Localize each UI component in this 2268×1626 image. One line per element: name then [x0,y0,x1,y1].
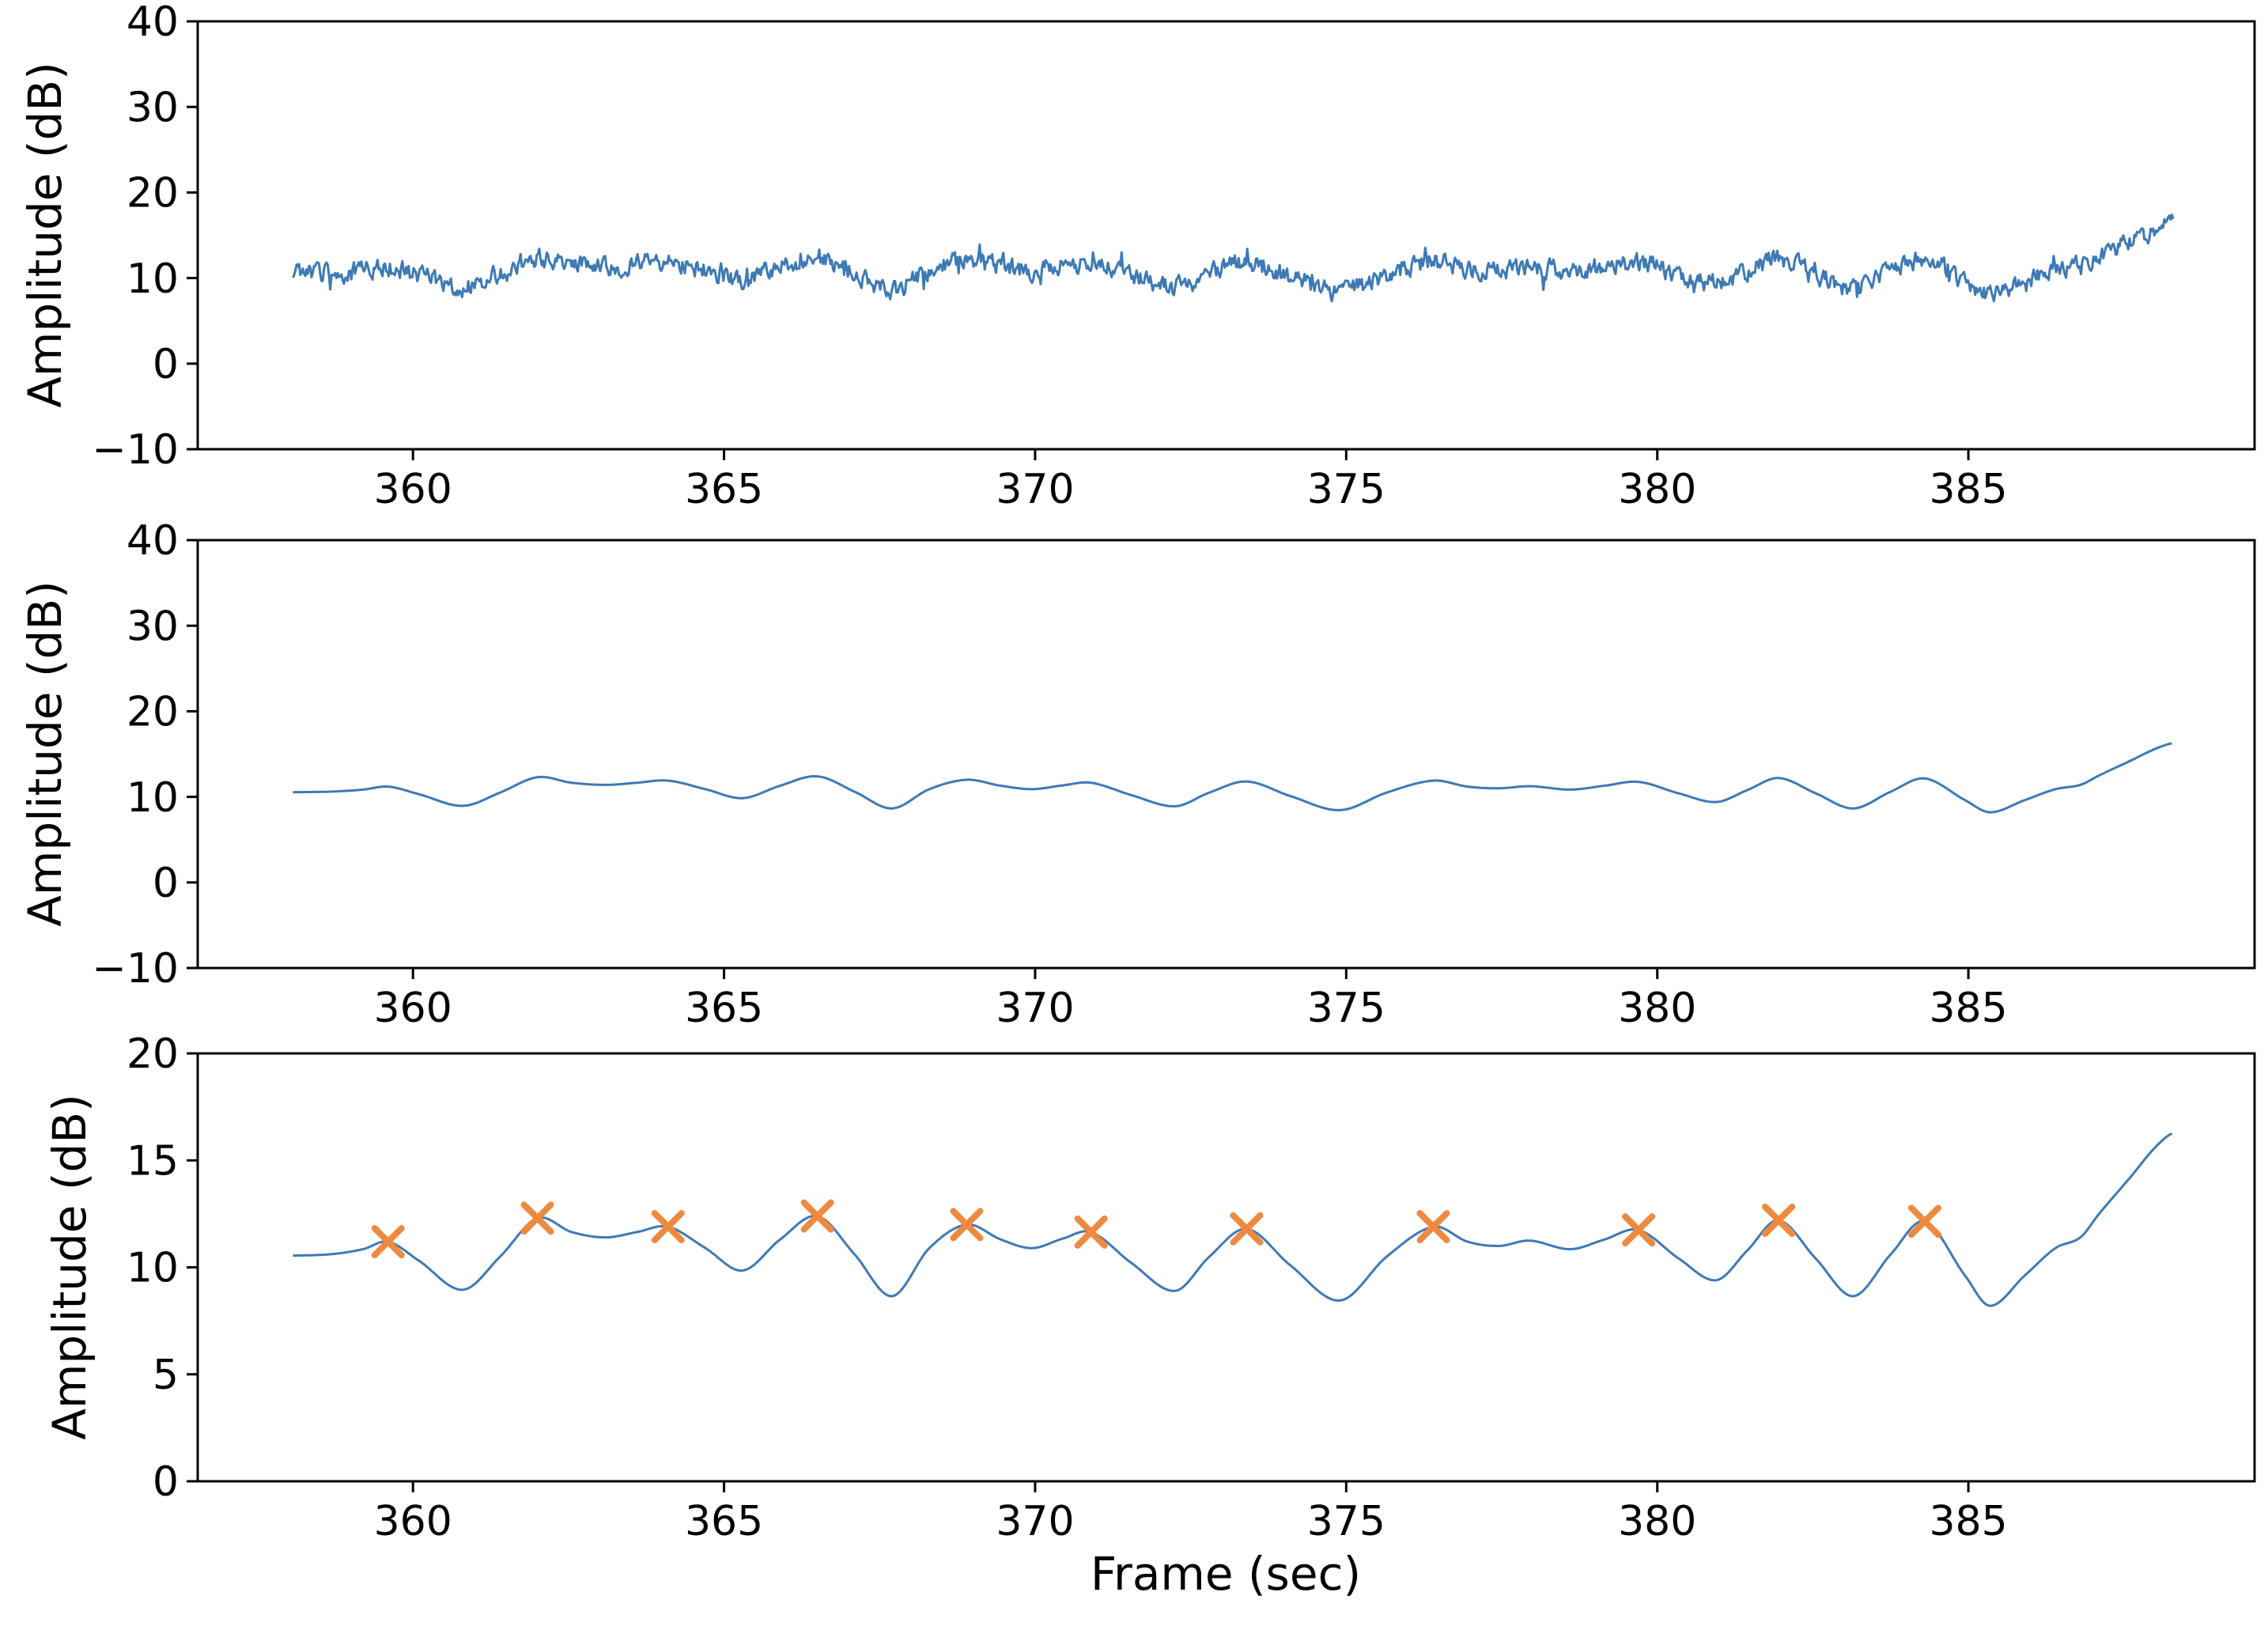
x-tick-label: 385 [1929,985,2007,1032]
x-tick-label: 380 [1618,466,1696,513]
peak-marker-stroke [520,1201,554,1235]
x-tick-label: 370 [996,1498,1074,1545]
peak-marker-stroke [800,1199,834,1233]
peak-marker-stroke [1230,1212,1264,1246]
peak-marker [1230,1212,1264,1246]
peak-marker [800,1199,834,1233]
subplot-2: 40 30 20 10 0 −10 360 365 370 375 380 385 [92,517,2256,1032]
smoothed-amplitude-line [293,742,2172,814]
peak-marker-stroke [950,1208,984,1242]
y-tick-label: 20 [127,1030,179,1078]
y-tick-label: 30 [127,84,179,131]
subplot-1: 40 30 20 10 0 −10 360 365 370 375 380 385 [92,0,2256,513]
smoothed-amplitude-line [293,1132,2173,1307]
x-tick-label: 370 [996,466,1074,513]
raw-amplitude-line [292,214,2175,303]
x-tick-label: 365 [685,466,763,513]
x-tick-label: 375 [1307,985,1385,1032]
y-tick-label: 40 [127,517,179,565]
y-tick-label: 10 [127,255,179,303]
x-tick-label: 360 [374,1498,452,1545]
peak-marker-stroke [1908,1204,1942,1238]
y-tick-label: 5 [153,1352,179,1399]
y-tick-label: 30 [127,603,179,650]
y-tick-label: −10 [92,945,179,993]
y-tick-label: 10 [127,774,179,822]
x-tick-label: 365 [685,1498,763,1545]
x-tick-label: 360 [374,466,452,513]
peak-marker-stroke [1622,1213,1656,1247]
peak-marker-stroke [651,1210,685,1244]
axes-frame [196,1052,2256,1483]
x-tick-label: 380 [1618,985,1696,1032]
y-tick-label: 40 [127,0,179,46]
x-tick-label: 385 [1929,1498,2007,1545]
y-tick-label: −10 [92,426,179,474]
x-tick-label: 375 [1307,1498,1385,1545]
peak-marker [1908,1204,1942,1238]
peak-marker [520,1201,554,1235]
peak-marker-stroke [371,1225,405,1259]
y-tick-label: 15 [127,1137,179,1185]
peak-marker [950,1208,984,1242]
peak-marker [651,1210,685,1244]
x-tick-label: 380 [1618,1498,1696,1545]
peak-marker [371,1225,405,1259]
peak-marker [1762,1203,1796,1237]
x-tick-label: 370 [996,985,1074,1032]
x-tick-label: 365 [685,985,763,1032]
y-tick-label: 10 [127,1245,179,1292]
peak-marker [1622,1213,1656,1247]
y-tick-label: 20 [127,170,179,217]
y-tick-label: 20 [127,689,179,736]
axes-frame [196,20,2256,451]
x-tick-label: 360 [374,985,452,1032]
peak-marker-stroke [1074,1215,1108,1249]
y-tick-label: 0 [153,1458,179,1506]
x-tick-label: 385 [1929,466,2007,513]
peak-marker-stroke [1762,1203,1796,1237]
peak-marker-stroke [1416,1210,1450,1244]
x-tick-label: 375 [1307,466,1385,513]
subplot-3: 20 15 10 5 0 360 365 370 375 380 385 [127,1030,2256,1545]
axes-frame [196,539,2256,970]
y-tick-label: 0 [153,860,179,907]
peak-marker [1074,1215,1108,1249]
peak-marker [1416,1210,1450,1244]
y-tick-label: 0 [153,341,179,388]
